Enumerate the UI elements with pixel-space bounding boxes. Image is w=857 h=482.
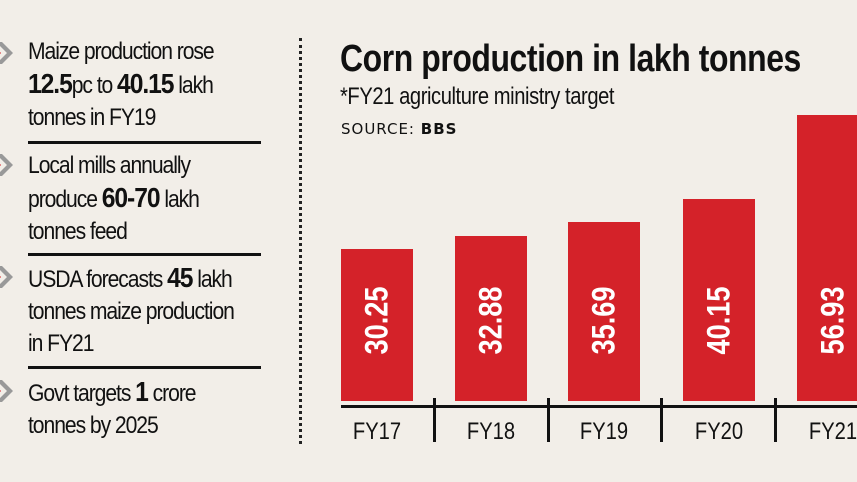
axis-tick [433,398,436,442]
bar-fy17: 30.25 [341,249,413,401]
bar-fy19: 35.69 [568,222,640,401]
bar-fy20: 40.15 [683,199,755,401]
fact-text: Maize production rose 12.5pc to 40.15 la… [28,38,215,131]
bar-fy21: 56.93 [797,115,857,401]
chevron-bullet-icon [0,154,13,176]
x-tick-label: FY18 [466,418,516,445]
bar-value-label: 30.25 [358,286,395,355]
chevron-bullet-icon [0,266,13,288]
chart-subtitle: *FY21 agriculture ministry target [340,83,615,110]
axis-tick [547,398,550,442]
x-tick-label: FY21 [808,418,857,445]
bar-value-label: 56.93 [814,286,851,355]
fact-text: USDA forecasts 45 lakh tonnes maize prod… [28,262,235,357]
chevron-bullet-icon [0,380,13,402]
chevron-bullet-icon [0,42,13,64]
axis-tick [660,398,663,442]
fact-text: Govt targets 1 crore tonnes by 2025 [28,376,197,439]
fact-text: Local mills annually produce 60-70 lakh … [28,152,200,245]
chart-title: Corn production in lakh tonnes [340,38,801,80]
divider [28,253,261,256]
chart-source: SOURCE: BBS [341,120,458,138]
bar-fy18: 32.88 [455,236,527,401]
divider [28,141,261,144]
bar-value-label: 35.69 [585,286,622,355]
axis-tick [774,398,777,442]
bar-value-label: 40.15 [700,286,737,355]
x-tick-label: FY20 [694,418,744,445]
x-tick-label: FY17 [352,418,402,445]
x-axis [341,405,857,408]
bar-value-label: 32.88 [472,286,509,355]
x-tick-label: FY19 [579,418,629,445]
dotted-separator [299,38,302,444]
divider [28,366,261,369]
